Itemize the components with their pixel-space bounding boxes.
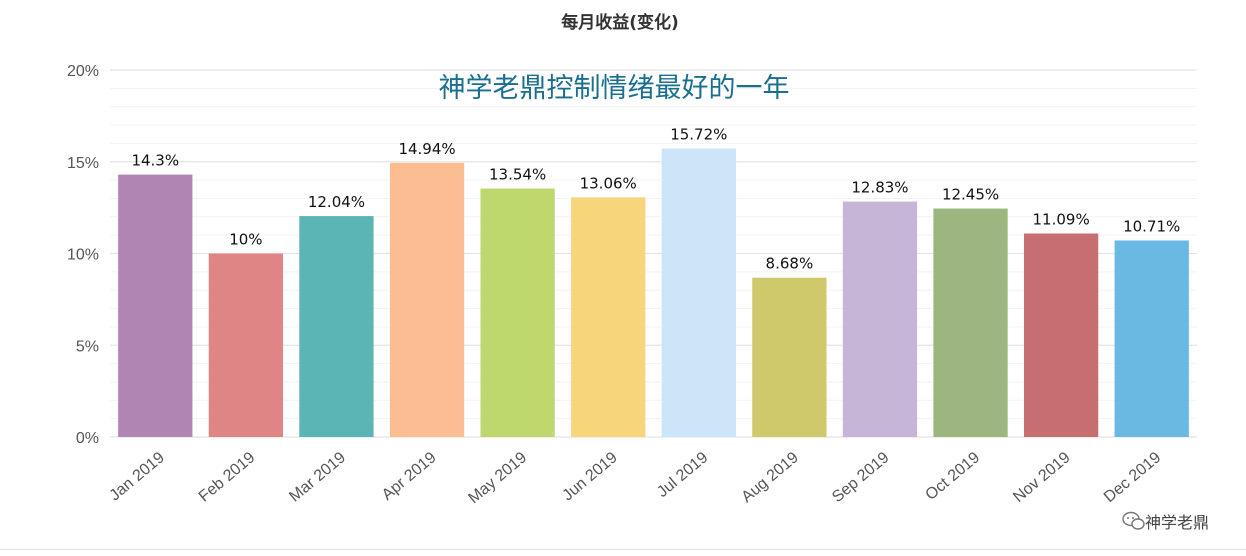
grid-lines	[110, 69, 1197, 438]
bar	[480, 188, 555, 437]
x-tick-label: Dec 2019	[1101, 449, 1164, 506]
wechat-icon	[1122, 511, 1145, 530]
chart-annotation: 神学老鼎控制情绪最好的一年	[439, 73, 790, 104]
x-axis: Jan 2019 Feb 2019 Mar 2019 Apr 2019 May 2019…	[106, 449, 1164, 507]
data-label: 14.3%	[131, 152, 179, 170]
x-tick-label: Jun 2019	[559, 449, 620, 504]
data-label: 8.68%	[766, 255, 814, 273]
bar	[752, 277, 827, 437]
bar	[933, 208, 1008, 437]
watermark-text: 神学老鼎	[1145, 513, 1209, 532]
data-label: 10%	[229, 231, 262, 249]
x-tick-label: Oct 2019	[922, 449, 983, 504]
data-label: 15.72%	[670, 126, 727, 144]
x-tick-label: Jul 2019	[654, 449, 711, 501]
bars	[118, 148, 1189, 437]
bar	[299, 216, 374, 437]
x-tick-label: Mar 2019	[286, 449, 349, 506]
y-tick-label: 10%	[67, 247, 99, 264]
bar	[118, 174, 193, 437]
data-label: 11.09%	[1033, 210, 1090, 228]
x-tick-label: Nov 2019	[1010, 449, 1073, 506]
bar	[1023, 233, 1099, 437]
y-tick-label: 5%	[76, 338, 99, 355]
bottom-divider	[0, 549, 1246, 550]
data-label: 10.71%	[1123, 217, 1180, 235]
x-tick-label: Jan 2019	[106, 449, 167, 504]
chart-title: 每月收益(变化)	[561, 12, 679, 33]
data-labels: 14.3% 10% 12.04% 14.94% 13.54% 13.06% 15.72% 8.…	[131, 126, 1180, 273]
y-tick-label: 0%	[76, 430, 99, 447]
x-tick-label: May 2019	[465, 449, 530, 507]
y-axis: 0% 5% 10% 15% 20%	[67, 63, 99, 447]
y-tick-label: 20%	[67, 63, 99, 80]
watermark: 神学老鼎	[1122, 511, 1209, 532]
bar	[208, 253, 284, 437]
data-label: 12.04%	[308, 193, 365, 211]
bar	[571, 197, 646, 437]
y-tick-label: 15%	[67, 155, 99, 172]
data-label: 12.83%	[851, 179, 908, 197]
x-tick-label: Sep 2019	[829, 449, 892, 506]
data-label: 12.45%	[942, 186, 999, 204]
x-tick-label: Aug 2019	[739, 449, 802, 506]
x-tick-label: Feb 2019	[196, 449, 259, 506]
data-label: 13.54%	[489, 166, 546, 184]
bar	[661, 148, 736, 437]
x-tick-label: Apr 2019	[379, 449, 440, 504]
data-label: 14.94%	[398, 140, 455, 158]
bar	[1114, 240, 1189, 437]
bar	[842, 201, 918, 437]
bar	[389, 162, 465, 437]
data-label: 13.06%	[580, 174, 637, 192]
